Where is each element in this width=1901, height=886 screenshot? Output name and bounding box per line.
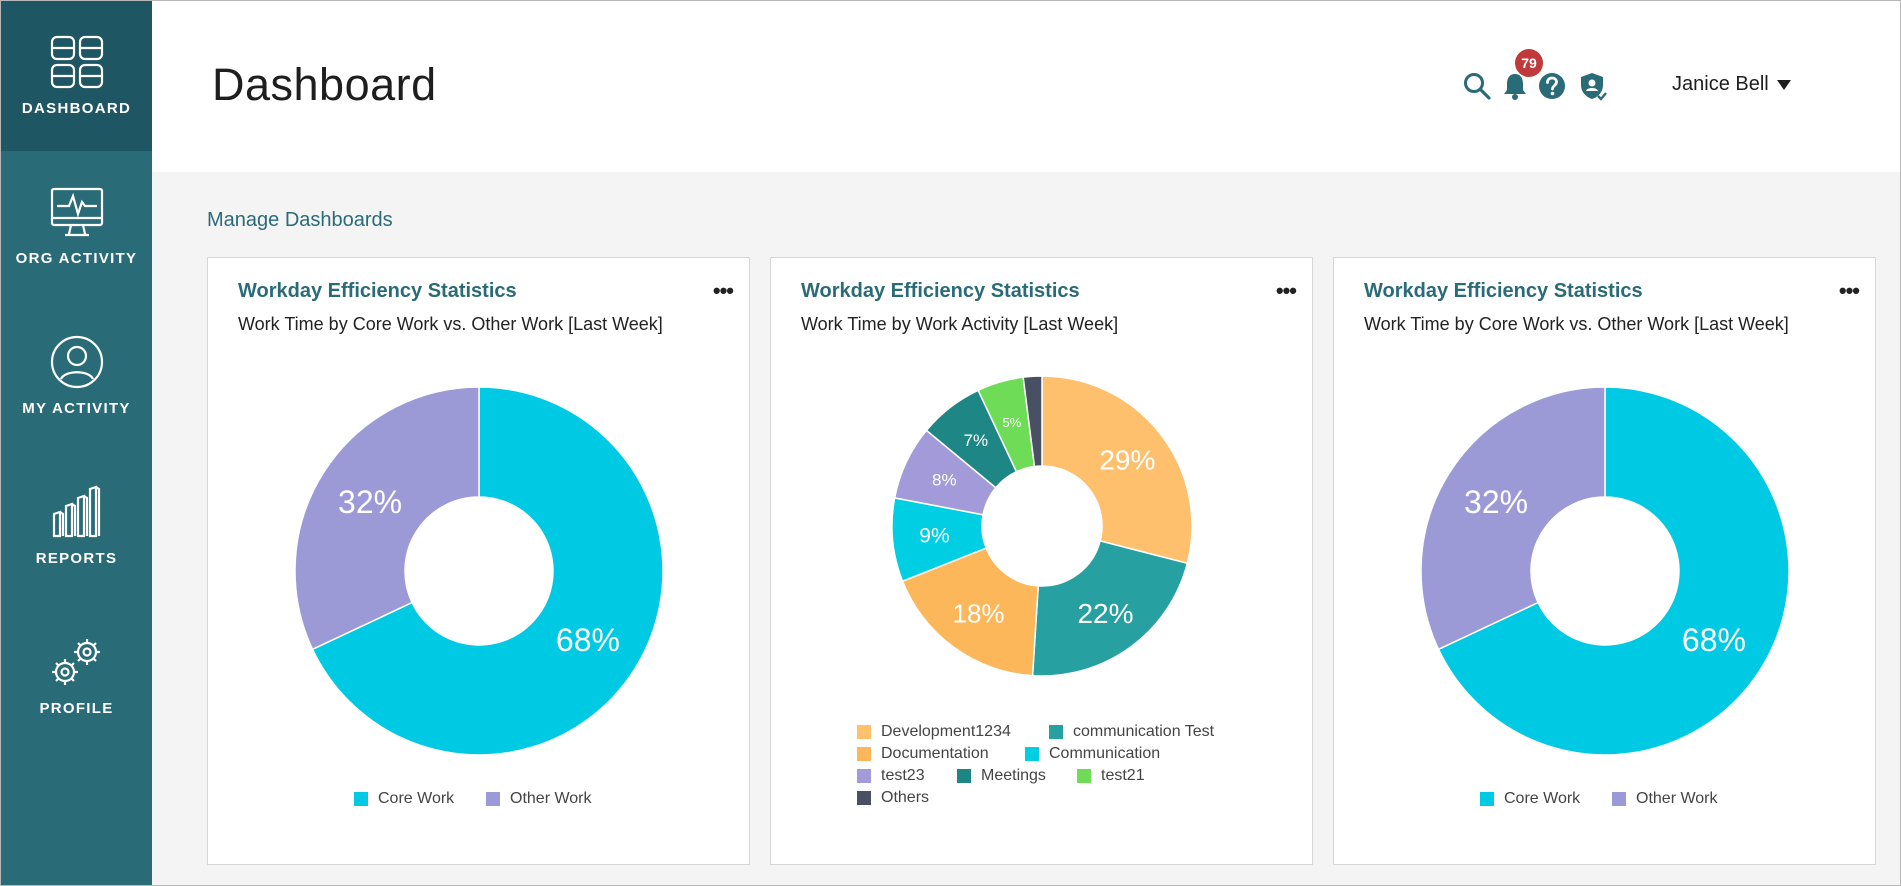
donut-slice-other-work[interactable] [1420,386,1606,651]
legend-item[interactable]: Other Work [486,790,592,808]
legend-label: Meetings [981,767,1046,784]
legend-swatch [857,791,871,805]
user-circle-icon [50,335,103,389]
donut-slice-communication-test[interactable] [1031,540,1189,677]
donut-data-label: 68% [556,622,620,658]
legend-swatch [857,747,871,761]
donut-slice-documentation[interactable] [901,547,1040,677]
legend-item[interactable]: Core Work [1480,790,1580,808]
legend-label: Core Work [378,790,455,807]
legend-label: communication Test [1073,723,1215,740]
legend-item[interactable]: Core Work [354,790,454,808]
legend-label: test21 [1101,767,1145,784]
sidebar-item-label: ORG ACTIVITY [15,250,138,267]
donut-slice-development1234[interactable] [1041,375,1193,565]
legend-swatch [486,792,500,806]
sidebar-item-profile[interactable]: PROFILE [1,601,152,751]
donut-data-label: 18% [952,598,1004,628]
donut-data-label: 29% [1099,444,1155,475]
monitor-pulse-icon [50,187,103,237]
sidebar-item-reports[interactable]: REPORTS [1,451,152,601]
sidebar-item-dashboard[interactable]: DASHBOARD [1,1,152,151]
sidebar-item-org-activity[interactable]: ORG ACTIVITY [1,151,152,301]
card-more-menu[interactable]: ••• [712,278,734,303]
sidebar-item-label: MY ACTIVITY [22,400,131,417]
legend-label: Core Work [1504,790,1581,807]
legend-swatch [957,769,971,783]
legend-item[interactable]: test21 [1077,767,1145,785]
sidebar-item-label: PROFILE [39,700,114,717]
legend-label: Communication [1049,745,1161,762]
legend-swatch [857,725,871,739]
legend-item[interactable]: communication Test [1049,723,1214,741]
legend-swatch [1612,792,1626,806]
donut-data-label: 32% [338,484,402,520]
donut-slice-core-work[interactable] [1437,386,1790,756]
card-more-menu[interactable]: ••• [1838,278,1860,303]
user-menu[interactable]: Janice Bell [1672,73,1791,96]
card-subtitle: Work Time by Work Activity [Last Week] [801,314,1119,334]
card-subtitle: Work Time by Core Work vs. Other Work [L… [1364,314,1789,334]
sidebar-item-label: DASHBOARD [21,100,132,117]
legend-item[interactable]: Documentation [857,745,989,763]
donut-chart: 68% 32% [1420,386,1790,756]
legend-label: Other Work [510,790,592,807]
legend-swatch [1480,792,1494,806]
legend-label: Development1234 [881,723,1011,740]
dashboard-card-3: Workday Efficiency Statistics Work Time … [1333,257,1876,865]
card-title: Workday Efficiency Statistics [238,280,517,302]
bar-chart-icon [52,485,100,538]
legend-item[interactable]: Meetings [957,767,1046,785]
legend-label: Others [881,789,930,806]
donut-data-label: 5% [1002,415,1021,430]
sidebar-item-my-activity[interactable]: MY ACTIVITY [1,301,152,451]
legend-swatch [1077,769,1091,783]
donut-chart: 29% 22% 18% 9% 8% 7% 5% [891,375,1193,677]
card-more-menu[interactable]: ••• [1275,278,1297,303]
sidebar: DASHBOARD ORG ACTIVITY MY A [1,1,152,885]
page-title: Dashboard [212,59,437,110]
card-title: Workday Efficiency Statistics [1364,280,1643,302]
donut-slice-others[interactable] [1022,375,1043,468]
legend-swatch [354,792,368,806]
donut-data-label: 32% [1464,484,1528,520]
help-icon[interactable] [1537,71,1567,101]
donut-data-label: 7% [964,431,989,450]
donut-data-label: 22% [1077,598,1133,629]
dashboard-grid-icon [50,35,103,89]
legend-item[interactable]: Other Work [1612,790,1718,808]
legend-label: Documentation [881,745,989,762]
legend-item[interactable]: Others [857,789,929,807]
donut-slice-other-work[interactable] [294,386,480,651]
search-icon[interactable] [1462,71,1492,101]
card-title: Workday Efficiency Statistics [801,280,1080,302]
donut-slice-core-work[interactable] [311,386,664,756]
legend-item[interactable]: Communication [1025,745,1160,763]
notification-badge: 79 [1515,49,1543,77]
manage-dashboards-link[interactable]: Manage Dashboards [207,209,393,231]
donut-data-label: 8% [932,471,957,490]
legend-swatch [1049,725,1063,739]
legend-label: Other Work [1636,790,1718,807]
legend-item[interactable]: Development1234 [857,723,1011,741]
top-header: Dashboard 79 Janice Bell [152,1,1900,172]
gears-icon [51,639,100,685]
dashboard-card-2: Workday Efficiency Statistics Work Time … [770,257,1313,865]
legend-item[interactable]: test23 [857,767,925,785]
dashboard-card-1: Workday Efficiency Statistics Work Time … [207,257,750,865]
bell-icon[interactable] [1500,71,1530,101]
card-subtitle: Work Time by Core Work vs. Other Work [L… [238,314,663,334]
shield-user-icon[interactable] [1577,71,1607,101]
legend-swatch [857,769,871,783]
user-name: Janice Bell [1672,73,1769,95]
sidebar-item-label: REPORTS [35,550,118,567]
donut-data-label: 9% [919,525,949,548]
donut-chart: 68% 32% [294,386,664,756]
legend-swatch [1025,747,1039,761]
donut-data-label: 68% [1682,622,1746,658]
legend-label: test23 [881,767,925,784]
caret-down-icon [1776,79,1791,90]
